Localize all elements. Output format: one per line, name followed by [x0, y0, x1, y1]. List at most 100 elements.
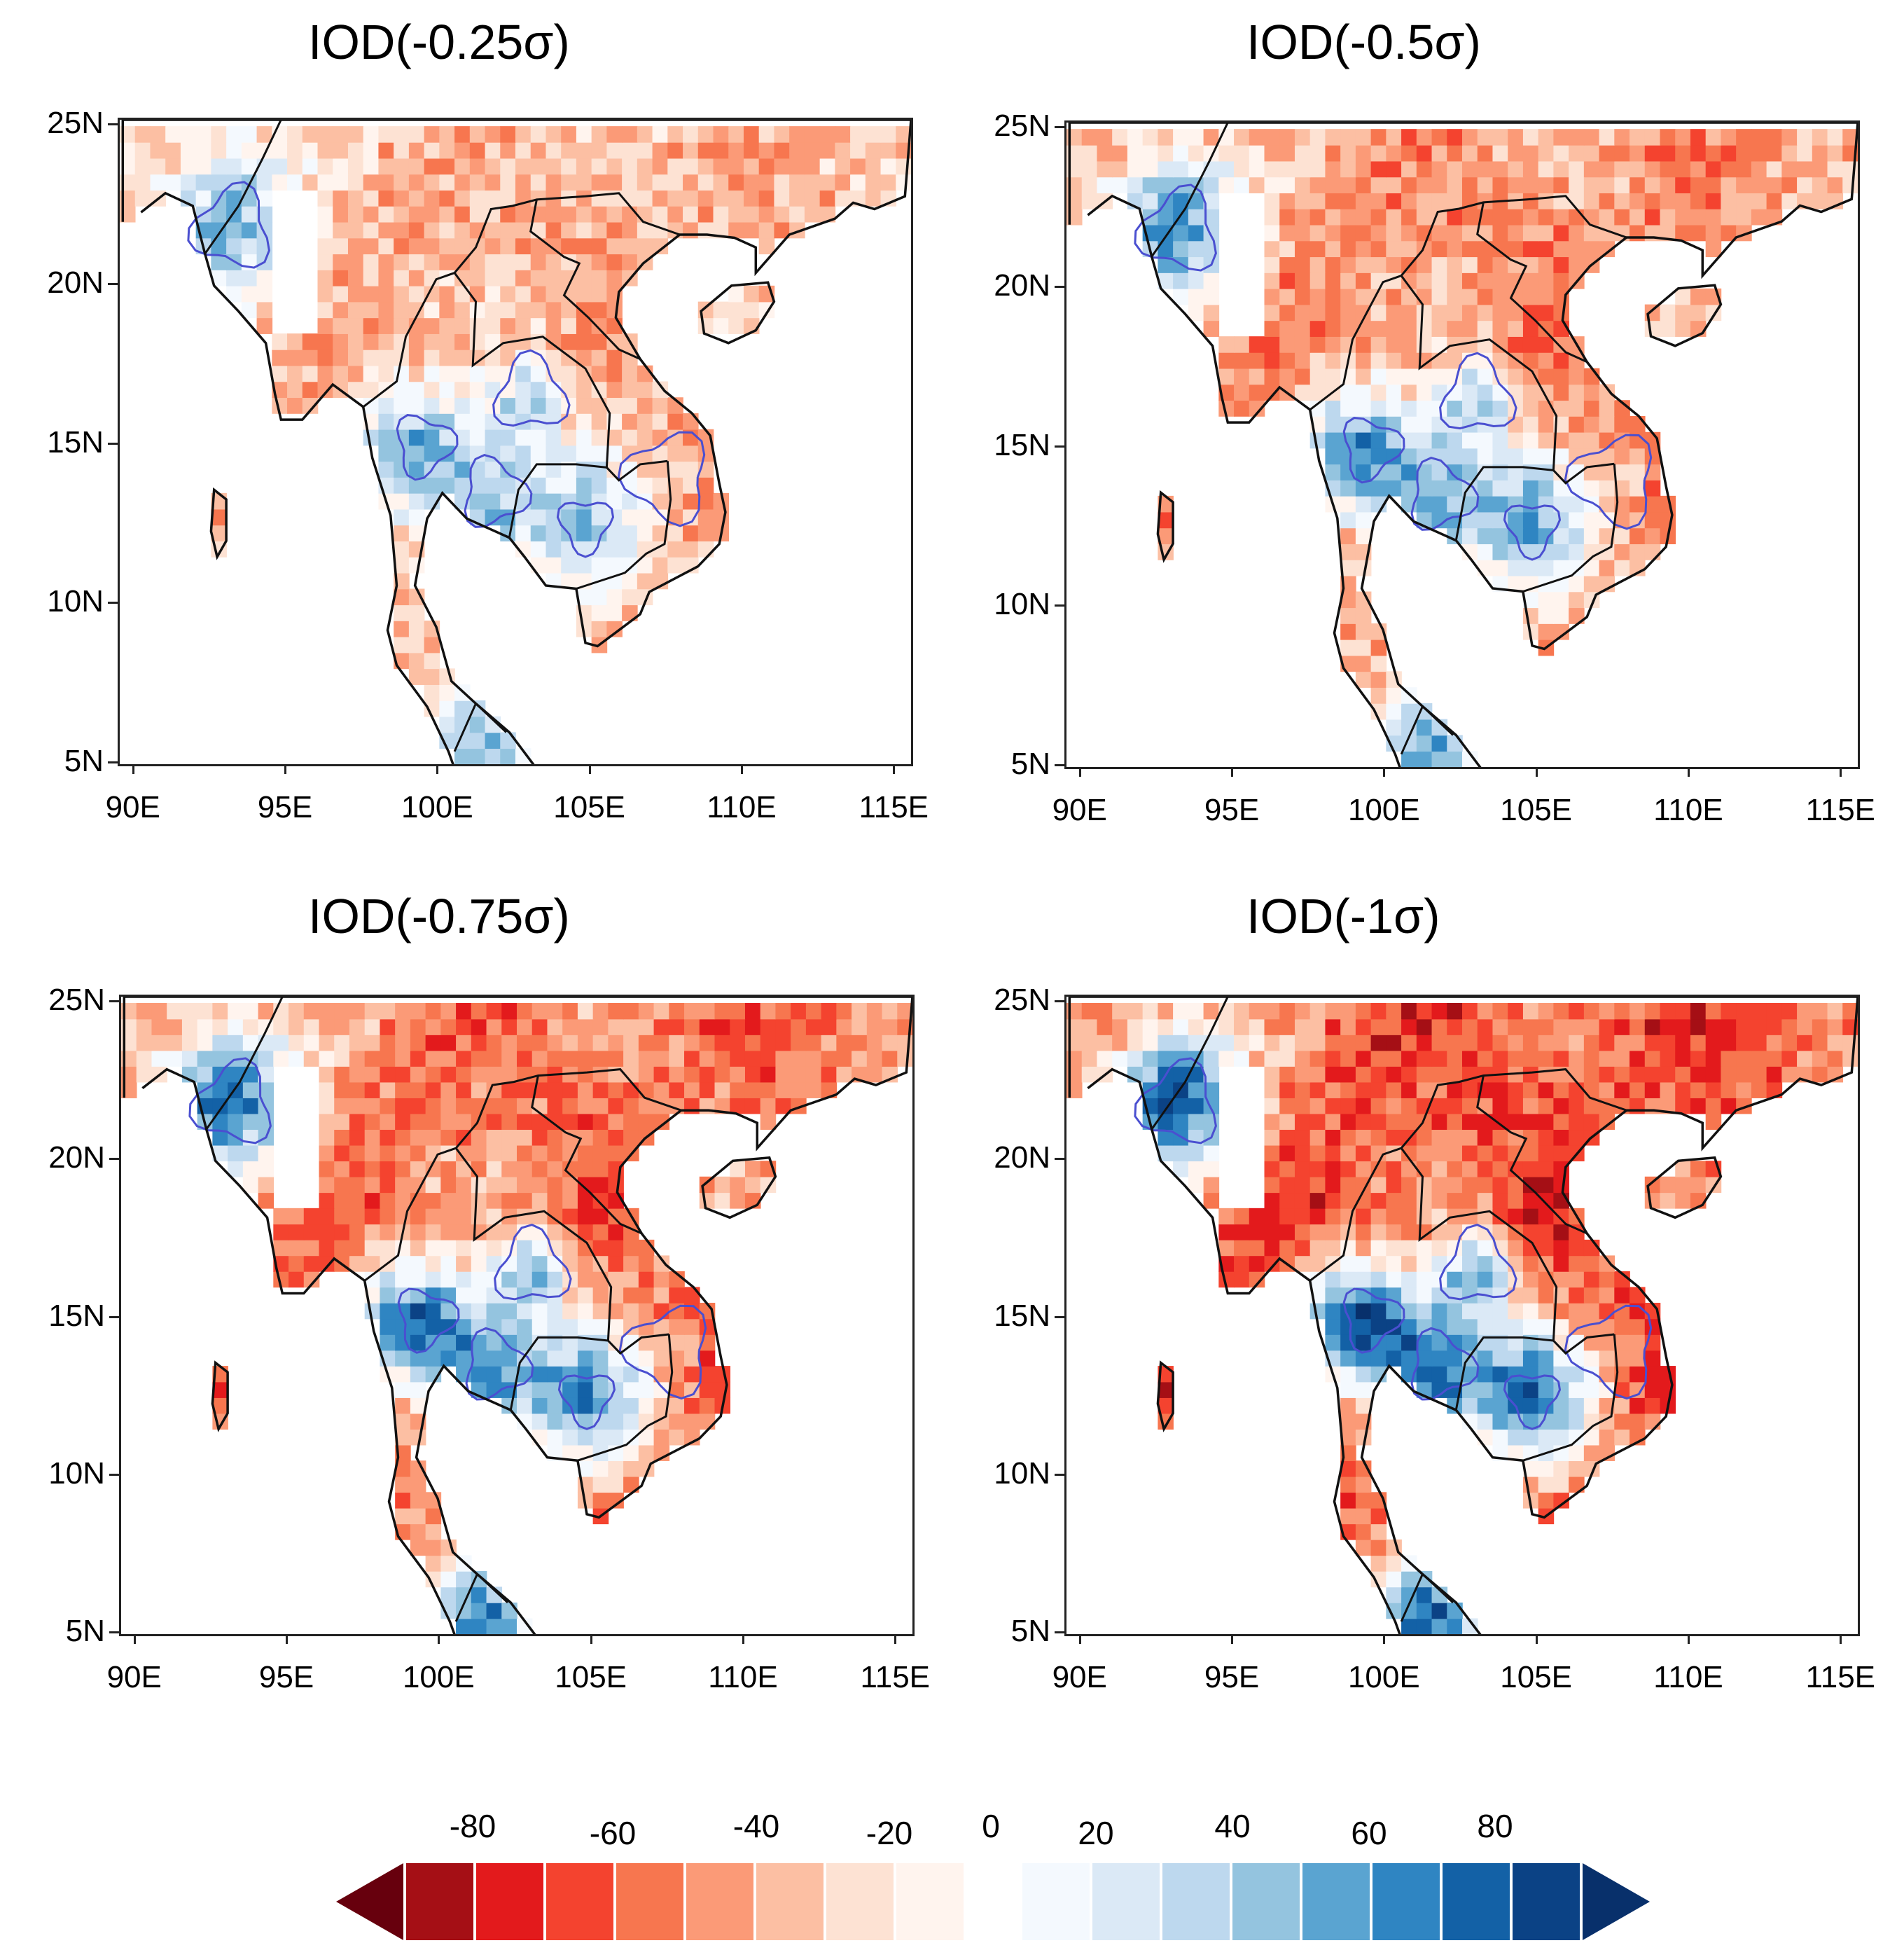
grid-cell — [1279, 1161, 1295, 1177]
grid-cell — [1781, 144, 1798, 162]
grid-cell — [1583, 480, 1600, 497]
grid-cell — [1401, 208, 1417, 226]
grid-cell — [1477, 1429, 1494, 1446]
grid-cell — [1781, 177, 1798, 193]
grid-cell — [1644, 1050, 1661, 1067]
grid-cell — [347, 190, 364, 207]
grid-cell — [1173, 272, 1189, 289]
grid-cell — [408, 158, 425, 175]
grid-cell — [226, 237, 242, 255]
grid-cell — [699, 1035, 716, 1051]
grid-cell — [486, 1350, 503, 1367]
lon-tick-label: 115E — [859, 790, 929, 824]
grid-cell — [410, 1350, 426, 1367]
grid-cell — [1416, 1003, 1433, 1020]
grid-cell — [1447, 1397, 1463, 1414]
grid-cell — [258, 1192, 275, 1209]
grid-cell — [1827, 1050, 1844, 1067]
grid-cell — [1492, 1035, 1508, 1051]
grid-cell — [1599, 1429, 1615, 1446]
grid-cell — [1203, 129, 1220, 146]
grid-cell — [1401, 129, 1417, 146]
grid-cell — [424, 668, 440, 685]
grid-cell — [1294, 352, 1311, 369]
grid-cell — [1462, 1334, 1478, 1351]
grid-cell — [1736, 1003, 1752, 1020]
grid-cell — [1294, 177, 1311, 193]
grid-cell — [1447, 1255, 1463, 1272]
grid-cell — [546, 365, 562, 382]
grid-cell — [211, 254, 227, 270]
grid-cell — [805, 1050, 822, 1067]
grid-cell — [669, 1350, 685, 1367]
grid-cell — [195, 174, 212, 191]
country-border — [453, 701, 508, 752]
contour-line — [188, 1057, 272, 1145]
grid-cell — [591, 477, 608, 494]
grid-cell — [561, 270, 577, 286]
grid-cell — [1218, 160, 1235, 178]
grid-cell — [653, 1050, 670, 1067]
grid-cell — [592, 1476, 609, 1493]
grid-cell — [1340, 1318, 1356, 1335]
grid-cell — [165, 158, 181, 175]
grid-cell — [1477, 511, 1494, 529]
grid-cell — [1173, 240, 1189, 258]
grid-cell — [638, 1318, 655, 1335]
grid-cell — [836, 1003, 852, 1020]
grid-cell — [638, 1098, 655, 1114]
grid-cell — [1249, 1035, 1265, 1051]
grid-cell — [1447, 1035, 1463, 1051]
grid-cell — [667, 477, 683, 494]
grid-cell — [577, 1413, 594, 1430]
grid-cell — [334, 1239, 350, 1257]
grid-cell — [760, 1050, 777, 1067]
grid-cell — [364, 1161, 381, 1177]
grid-cell — [319, 1003, 335, 1020]
grid-cell — [591, 556, 608, 574]
grid-cell — [1081, 160, 1098, 178]
grid-cell — [1431, 1302, 1448, 1320]
grid-cell — [637, 492, 653, 510]
grid-cell — [530, 429, 547, 446]
grid-cell — [517, 1081, 533, 1098]
grid-cell — [1340, 607, 1356, 624]
contour-line — [187, 181, 270, 269]
grid-cell — [774, 174, 790, 191]
grid-cell — [439, 700, 455, 717]
grid-cell — [471, 1271, 487, 1288]
grid-cell — [1325, 368, 1341, 385]
grid-cell — [1386, 129, 1402, 146]
grid-cell — [1492, 288, 1508, 305]
grid-cell — [547, 1350, 563, 1367]
grid-cell — [440, 1350, 457, 1367]
grid-cell — [380, 1208, 396, 1225]
grid-cell — [425, 1555, 442, 1572]
contour-line — [396, 414, 459, 481]
grid-cell — [577, 1239, 594, 1257]
grid-cell — [1431, 480, 1448, 497]
grid-cell — [1294, 304, 1311, 321]
grid-cell — [1386, 1224, 1402, 1240]
grid-cell — [1447, 1271, 1463, 1288]
grid-cell — [1492, 1161, 1508, 1177]
grid-cell — [1583, 495, 1600, 513]
grid-cell — [592, 1003, 609, 1020]
grid-cell — [1583, 448, 1600, 465]
grid-cell — [349, 1098, 366, 1114]
grid-cell — [699, 1018, 716, 1035]
grid-cell — [623, 1098, 639, 1114]
grid-cell — [515, 365, 531, 382]
grid-cell — [349, 1255, 366, 1272]
grid-cell — [562, 1161, 578, 1177]
grid-cell — [408, 397, 425, 414]
grid-cell — [1264, 1255, 1281, 1272]
grid-cell — [167, 1018, 183, 1035]
grid-cell — [606, 301, 623, 319]
grid-cell — [273, 1224, 289, 1240]
grid-cell — [865, 190, 882, 207]
grid-cell — [1188, 1035, 1204, 1051]
grid-cell — [500, 317, 516, 334]
grid-cell — [347, 270, 364, 286]
grid-cell — [576, 429, 592, 446]
